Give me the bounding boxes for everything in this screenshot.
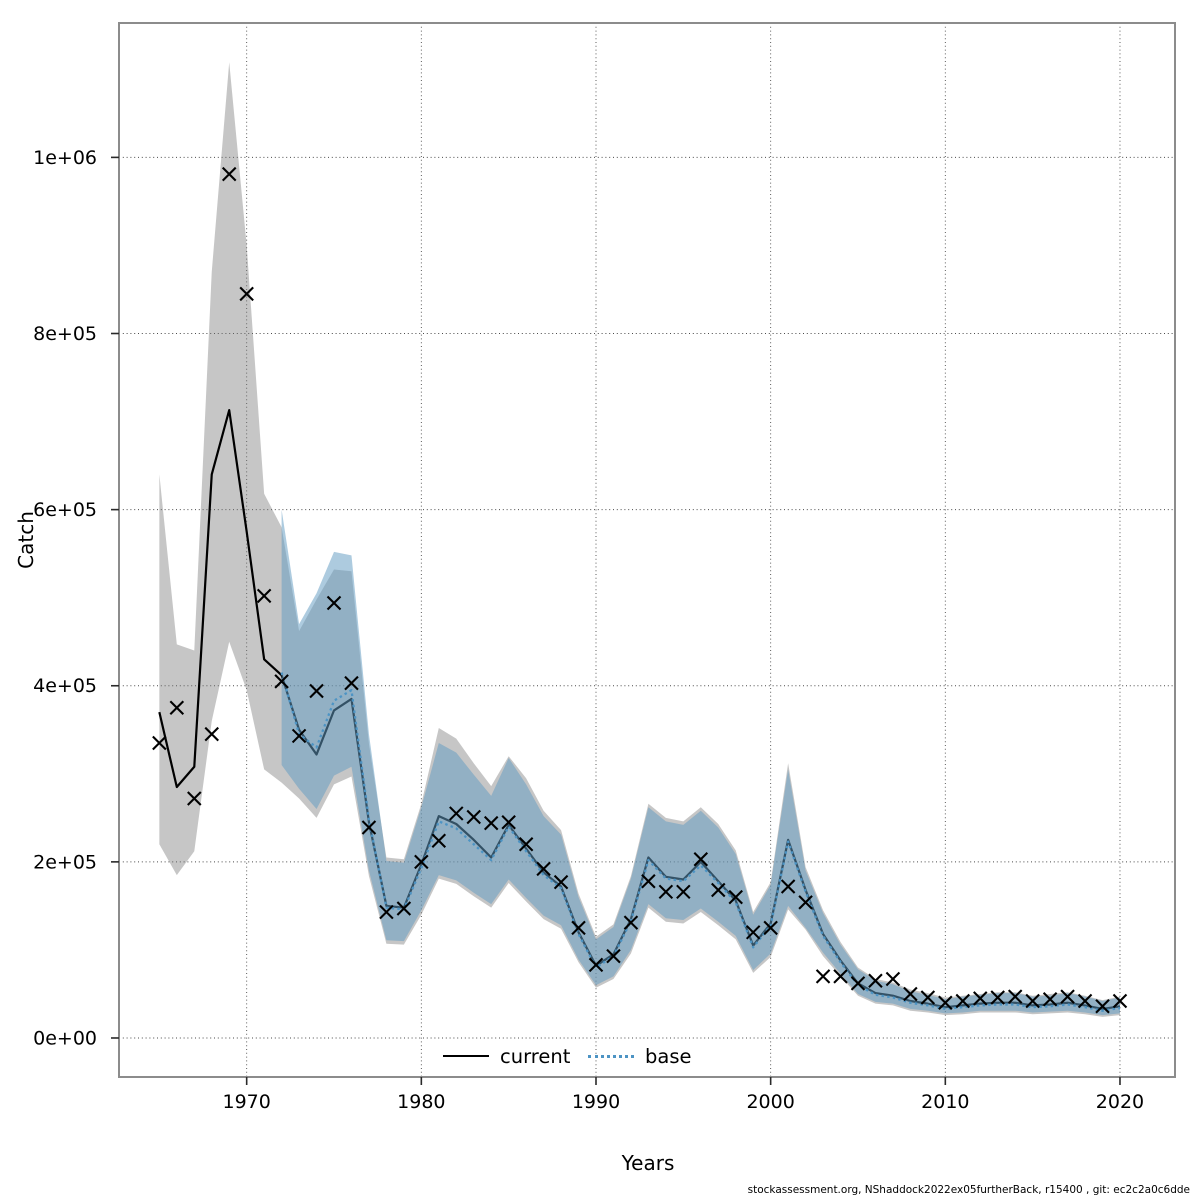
obs-x-marker bbox=[955, 993, 971, 1009]
base-fit-polyline bbox=[280, 672, 1121, 1012]
obs-x-marker bbox=[431, 833, 447, 848]
obs-x-marker bbox=[815, 969, 831, 984]
base-line bbox=[280, 672, 1121, 1012]
obs-x-marker bbox=[990, 990, 1005, 1005]
obs-x-marker bbox=[973, 991, 988, 1006]
obs-x-marker bbox=[1060, 989, 1075, 1004]
obs-x-marker bbox=[728, 889, 743, 905]
obs-x-marker bbox=[221, 166, 237, 182]
obs-x-marker bbox=[1077, 993, 1093, 1009]
obs-x-marker bbox=[1025, 993, 1040, 1009]
obs-x-marker bbox=[414, 854, 429, 870]
y-tick-label: 6e+05 bbox=[33, 499, 97, 521]
obs-x-marker bbox=[361, 820, 377, 835]
x-tick-label: 2000 bbox=[746, 1091, 794, 1113]
footer-text: stockassessment.org, NShaddock2022ex05fu… bbox=[747, 1184, 1190, 1196]
obs-x-marker bbox=[1042, 991, 1058, 1007]
y-tick-label: 8e+05 bbox=[33, 323, 97, 345]
x-tick-label: 1990 bbox=[572, 1091, 620, 1113]
obs-x-marker bbox=[518, 837, 534, 852]
obs-x-marker bbox=[553, 874, 569, 890]
obs-x-marker bbox=[1112, 993, 1128, 1009]
x-axis-title: Years bbox=[621, 1151, 675, 1175]
x-tick-label: 2020 bbox=[1096, 1091, 1144, 1113]
obs-x-marker bbox=[309, 683, 324, 699]
obs-x-marker bbox=[885, 971, 901, 987]
obs-x-marker bbox=[187, 791, 202, 806]
obs-x-marker bbox=[152, 735, 167, 751]
x-axis-ticks: 1970 1980 1990 2000 2010 2020 bbox=[222, 1077, 1144, 1113]
obs-x-marker bbox=[239, 286, 254, 302]
obs-x-marker bbox=[903, 986, 918, 1002]
obs-x-marker bbox=[326, 595, 342, 611]
obs-x-marker bbox=[780, 879, 796, 894]
obs-x-marker bbox=[274, 674, 289, 689]
obs-x-marker bbox=[641, 873, 656, 889]
obs-x-marker bbox=[676, 884, 691, 900]
x-tick-label: 1970 bbox=[222, 1091, 270, 1113]
obs-x-marker bbox=[483, 815, 499, 831]
obs-x-marker bbox=[501, 814, 516, 830]
frame-rect bbox=[118, 22, 1176, 1078]
observed-catch-markers bbox=[152, 166, 1128, 1014]
obs-x-marker bbox=[291, 728, 307, 744]
obs-x-marker bbox=[850, 976, 866, 991]
obs-x-marker bbox=[763, 920, 778, 936]
x-tick-label: 2010 bbox=[921, 1091, 969, 1113]
obs-x-marker bbox=[379, 904, 394, 920]
plot-frame bbox=[118, 22, 1176, 1078]
y-axis-ticks: 0e+00 2e+05 4e+05 6e+05 8e+05 1e+06 bbox=[33, 147, 119, 1049]
obs-x-marker bbox=[745, 925, 761, 940]
obs-x-marker bbox=[711, 882, 726, 898]
obs-x-marker bbox=[920, 990, 936, 1005]
obs-x-marker bbox=[344, 675, 359, 691]
obs-x-marker bbox=[1095, 999, 1110, 1014]
obs-x-marker bbox=[588, 957, 604, 973]
obs-x-marker bbox=[938, 995, 953, 1011]
obs-x-marker bbox=[658, 884, 674, 900]
obs-x-marker bbox=[833, 969, 848, 984]
y-tick-label: 2e+05 bbox=[33, 851, 97, 873]
y-axis-title: Catch bbox=[14, 511, 38, 569]
x-tick-label: 1980 bbox=[397, 1091, 445, 1113]
obs-x-marker bbox=[169, 700, 185, 716]
obs-x-marker bbox=[798, 895, 813, 910]
obs-x-marker bbox=[256, 588, 272, 604]
obs-x-marker bbox=[396, 901, 412, 916]
y-tick-label: 0e+00 bbox=[33, 1027, 97, 1049]
obs-x-marker bbox=[571, 920, 586, 936]
obs-x-marker bbox=[536, 861, 551, 877]
base-ci-polygon bbox=[281, 509, 1120, 1016]
obs-x-marker bbox=[606, 948, 621, 964]
obs-x-marker bbox=[466, 809, 481, 825]
y-tick-label: 1e+06 bbox=[33, 147, 97, 169]
obs-x-marker bbox=[623, 915, 639, 930]
obs-x-marker bbox=[693, 851, 709, 867]
obs-x-marker bbox=[449, 806, 464, 821]
y-tick-label: 4e+05 bbox=[33, 675, 97, 697]
base-ci-band bbox=[281, 509, 1120, 1016]
obs-x-marker bbox=[1007, 989, 1023, 1004]
obs-x-marker bbox=[204, 726, 219, 742]
obs-x-marker bbox=[868, 973, 883, 988]
